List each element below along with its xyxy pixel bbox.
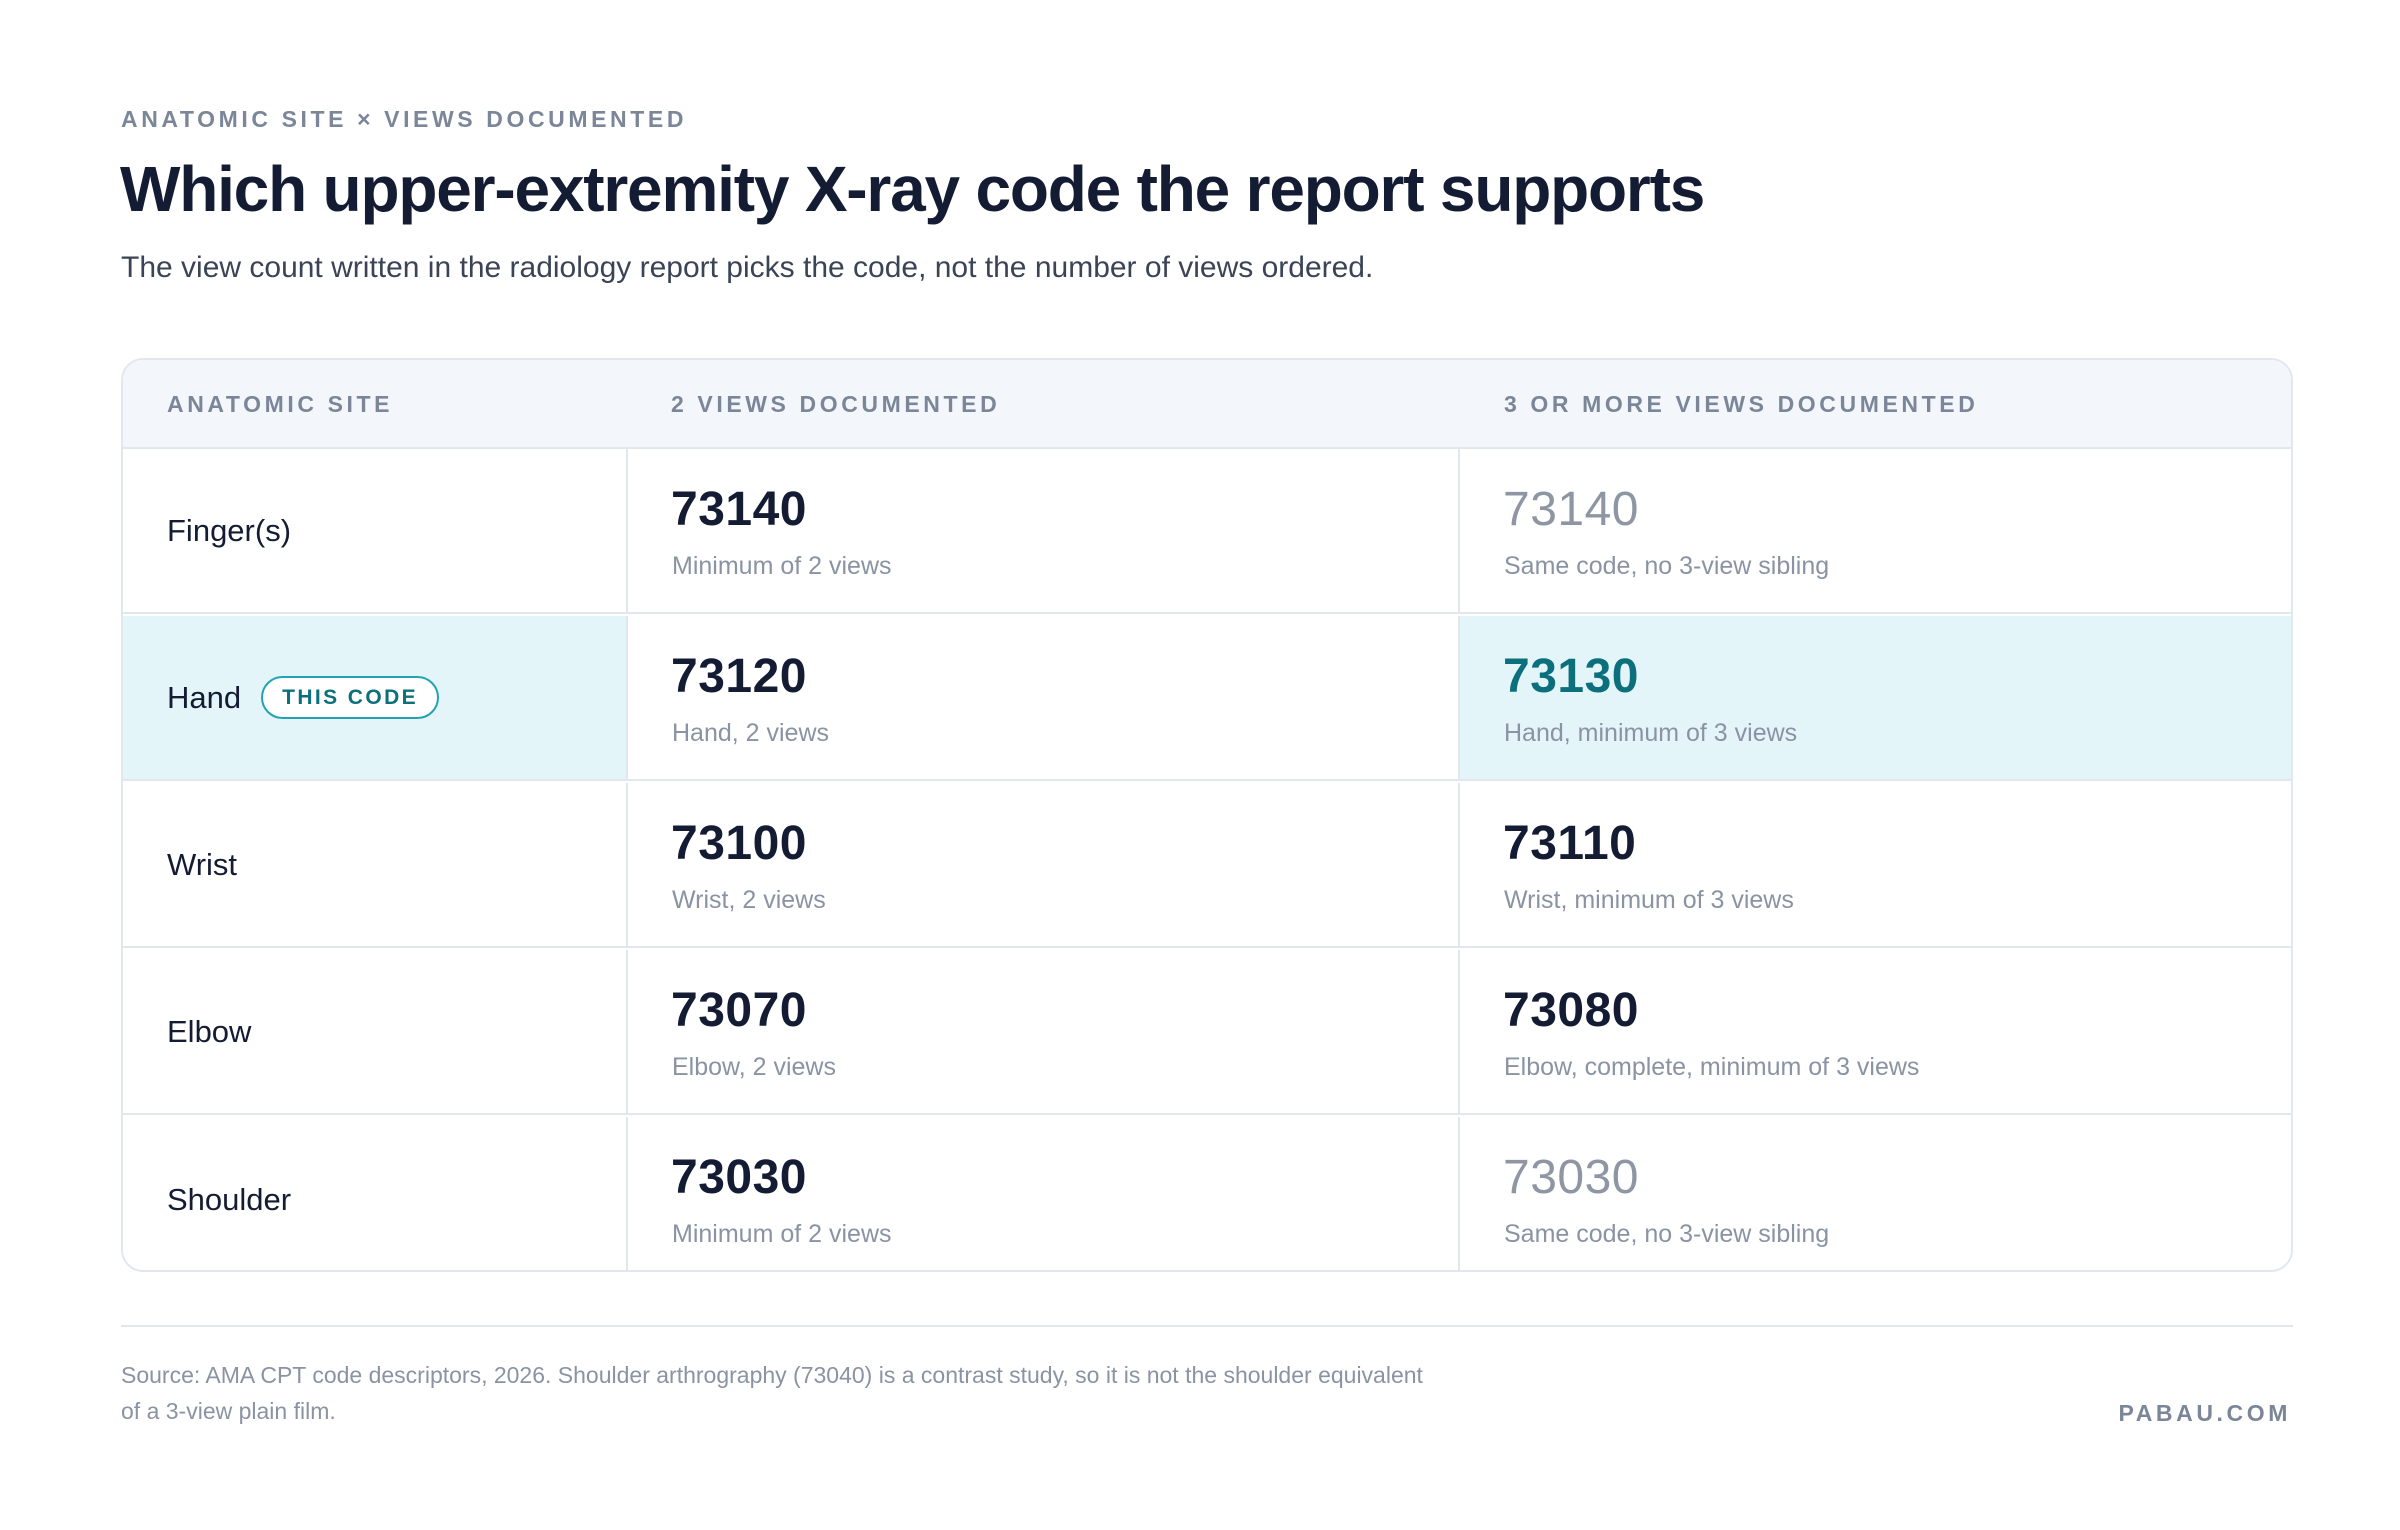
two-views-description: Hand, 2 views bbox=[672, 719, 830, 747]
three-views-description: Elbow, complete, minimum of 3 views bbox=[1504, 1053, 1920, 1081]
site-label: Finger(s) bbox=[167, 512, 292, 548]
site-label: Hand bbox=[167, 679, 242, 715]
three-views-code: 73130 bbox=[1503, 650, 1639, 703]
two-views-description: Elbow, 2 views bbox=[672, 1053, 836, 1081]
site-cell: Shoulder bbox=[123, 1117, 628, 1270]
site-label: Wrist bbox=[167, 846, 238, 882]
site-cell: Elbow bbox=[123, 950, 628, 1113]
site-label: Shoulder bbox=[167, 1181, 292, 1217]
footer-divider bbox=[121, 1325, 2293, 1327]
two-views-code: 73030 bbox=[671, 1151, 807, 1204]
table-row-wrist: Wrist 73100 Wrist, 2 views 73110 Wrist, … bbox=[123, 783, 2291, 948]
three-views-cell: 73030 Same code, no 3-view sibling bbox=[1460, 1117, 2291, 1270]
table-row-fingers: Finger(s) 73140 Minimum of 2 views 73140… bbox=[123, 449, 2291, 614]
three-views-description: Same code, no 3-view sibling bbox=[1504, 1220, 1830, 1248]
two-views-cell: 73120 Hand, 2 views bbox=[628, 616, 1460, 779]
two-views-description: Wrist, 2 views bbox=[672, 886, 826, 914]
two-views-code: 73140 bbox=[671, 483, 807, 536]
column-header-three-views: 3 OR MORE VIEWS DOCUMENTED bbox=[1504, 391, 1979, 417]
page-subtitle: The view count written in the radiology … bbox=[121, 251, 1374, 284]
brand-label: PABAU.COM bbox=[2118, 1400, 2291, 1426]
three-views-code: 73030 bbox=[1503, 1151, 1639, 1204]
three-views-cell: 73110 Wrist, minimum of 3 views bbox=[1460, 783, 2291, 946]
three-views-code: 73110 bbox=[1503, 817, 1637, 870]
column-header-site: ANATOMIC SITE bbox=[167, 391, 394, 417]
two-views-cell: 73100 Wrist, 2 views bbox=[628, 783, 1460, 946]
two-views-cell: 73070 Elbow, 2 views bbox=[628, 950, 1460, 1113]
two-views-cell: 73140 Minimum of 2 views bbox=[628, 449, 1460, 612]
three-views-code: 73080 bbox=[1503, 984, 1639, 1037]
three-views-code: 73140 bbox=[1503, 483, 1639, 536]
site-label: Elbow bbox=[167, 1013, 252, 1049]
table-header: ANATOMIC SITE 2 VIEWS DOCUMENTED 3 OR MO… bbox=[123, 360, 2291, 449]
table-row-shoulder: Shoulder 73030 Minimum of 2 views 73030 … bbox=[123, 1117, 2291, 1270]
table-row-hand: Hand THIS CODE 73120 Hand, 2 views 73130… bbox=[123, 616, 2291, 781]
three-views-cell: 73080 Elbow, complete, minimum of 3 view… bbox=[1460, 950, 2291, 1113]
table-row-elbow: Elbow 73070 Elbow, 2 views 73080 Elbow, … bbox=[123, 950, 2291, 1115]
code-table: ANATOMIC SITE 2 VIEWS DOCUMENTED 3 OR MO… bbox=[121, 358, 2293, 1272]
three-views-description: Same code, no 3-view sibling bbox=[1504, 552, 1830, 580]
site-cell: Wrist bbox=[123, 783, 628, 946]
site-cell: Finger(s) bbox=[123, 449, 628, 612]
this-code-badge: THIS CODE bbox=[261, 676, 440, 719]
three-views-cell: 73140 Same code, no 3-view sibling bbox=[1460, 449, 2291, 612]
three-views-cell: 73130 Hand, minimum of 3 views bbox=[1460, 616, 2291, 779]
three-views-description: Hand, minimum of 3 views bbox=[1504, 719, 1798, 747]
two-views-code: 73100 bbox=[671, 817, 807, 870]
two-views-code: 73070 bbox=[671, 984, 807, 1037]
two-views-description: Minimum of 2 views bbox=[672, 1220, 892, 1248]
three-views-description: Wrist, minimum of 3 views bbox=[1504, 886, 1794, 914]
source-note: Source: AMA CPT code descriptors, 2026. … bbox=[121, 1362, 1423, 1424]
eyebrow-label: ANATOMIC SITE × VIEWS DOCUMENTED bbox=[121, 106, 688, 132]
two-views-cell: 73030 Minimum of 2 views bbox=[628, 1117, 1460, 1270]
site-cell: Hand THIS CODE bbox=[123, 616, 628, 779]
two-views-description: Minimum of 2 views bbox=[672, 552, 892, 580]
column-header-two-views: 2 VIEWS DOCUMENTED bbox=[671, 391, 1001, 417]
page-title: Which upper-extremity X-ray code the rep… bbox=[120, 153, 1705, 225]
two-views-code: 73120 bbox=[671, 650, 807, 703]
